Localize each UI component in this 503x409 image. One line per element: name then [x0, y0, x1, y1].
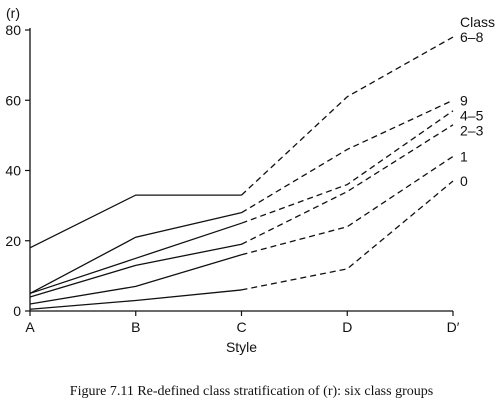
x-axis-label: Style — [226, 339, 257, 355]
series-4 — [29, 155, 454, 305]
x-tick-label: B — [131, 319, 140, 335]
y-tick-label: 80 — [5, 22, 21, 38]
series-label: 2–3 — [460, 122, 484, 138]
series-dashed-line — [241, 155, 454, 256]
series-5 — [29, 180, 454, 310]
series-label: 0 — [460, 173, 468, 189]
y-axis-label: (r) — [6, 5, 20, 21]
series-0 — [29, 36, 454, 249]
series-3 — [29, 124, 454, 298]
series-solid-line — [29, 254, 242, 305]
series-1 — [29, 99, 454, 295]
x-tick-label: D′ — [447, 319, 460, 335]
series-solid-line — [29, 194, 242, 249]
figure-caption: Figure 7.11 Re-defined class stratificat… — [69, 384, 434, 399]
y-tick-label: 60 — [5, 92, 21, 108]
x-tick-label: A — [25, 319, 35, 335]
series-solid-line — [29, 212, 242, 295]
series-dashed-line — [241, 36, 454, 196]
x-tick-label: C — [236, 319, 246, 335]
legend-title: Class — [460, 14, 495, 30]
series-2 — [29, 110, 454, 295]
series-dashed-line — [241, 124, 454, 245]
x-tick-label: D — [342, 319, 352, 335]
series-solid-line — [29, 243, 242, 298]
series-solid-line — [29, 289, 242, 310]
series-solid-line — [29, 222, 242, 295]
axes: 0 20 40 60 80 A B C D D′ (r) Style — [5, 5, 459, 355]
y-tick-label: 20 — [5, 233, 21, 249]
series-label: 1 — [460, 148, 468, 164]
series-label: 6–8 — [460, 29, 484, 45]
series-lines — [29, 36, 454, 310]
y-tick-label: 40 — [5, 163, 21, 179]
series-label: 9 — [460, 92, 468, 108]
series-dashed-line — [241, 99, 454, 214]
series-dashed-line — [241, 110, 454, 224]
y-tick-label: 0 — [13, 303, 21, 319]
series-dashed-line — [241, 180, 454, 291]
series-label: 4–5 — [460, 107, 484, 123]
